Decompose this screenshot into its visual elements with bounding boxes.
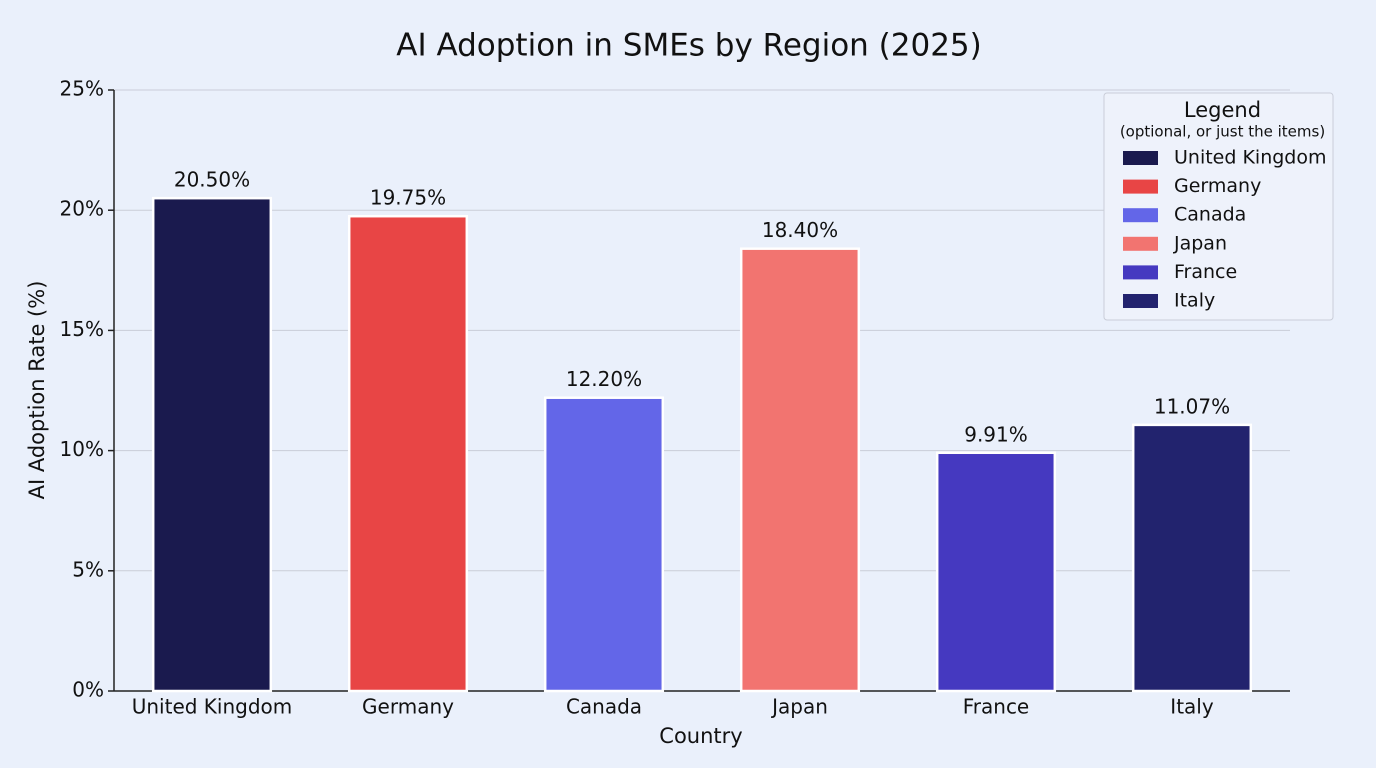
legend-label: Germany — [1174, 175, 1261, 197]
bar — [543, 396, 665, 693]
legend-swatch — [1123, 179, 1158, 194]
legend-swatch — [1123, 236, 1158, 251]
bar — [1131, 423, 1253, 693]
value-label: 20.50% — [174, 168, 250, 192]
legend-swatch — [1123, 208, 1158, 223]
y-axis-label: AI Adoption Rate (%) — [25, 281, 49, 500]
bar — [347, 214, 469, 693]
x-axis-label: Country — [659, 724, 742, 748]
y-tick-label: 0% — [72, 678, 104, 702]
legend-swatch — [1123, 294, 1158, 308]
y-tick-label: 20% — [60, 197, 104, 221]
bar — [151, 196, 273, 693]
x-tick-label: France — [963, 695, 1030, 719]
legend-label: Canada — [1174, 204, 1246, 226]
x-tick-label: Italy — [1170, 695, 1214, 719]
value-label: 12.20% — [566, 367, 642, 391]
y-tick-label: 25% — [60, 77, 104, 101]
legend-title: Legend — [1184, 98, 1261, 122]
x-tick-label: Japan — [770, 695, 828, 719]
legend: Legend(optional, or just the items) Unite… — [1103, 92, 1334, 321]
y-tick-label: 15% — [60, 317, 104, 341]
y-tick-label: 10% — [60, 437, 104, 461]
chart-title: AI Adoption in SMEs by Region (2025) — [396, 28, 982, 64]
x-tick-label: Canada — [566, 695, 642, 719]
value-label: 11.07% — [1154, 394, 1230, 418]
legend-label: United Kingdom — [1174, 147, 1327, 169]
x-tick-label: Germany — [362, 695, 454, 719]
value-label: 19.75% — [370, 186, 446, 210]
bar — [739, 247, 861, 693]
legend-label: Italy — [1174, 290, 1215, 312]
y-tick-label: 5% — [72, 557, 104, 581]
legend-swatch — [1123, 265, 1158, 280]
value-label: 9.91% — [964, 422, 1028, 446]
legend-subtitle: (optional, or just the items) — [1120, 123, 1325, 141]
x-tick-label: United Kingdom — [132, 695, 293, 719]
legend-label: Japan — [1173, 232, 1227, 254]
value-label: 18.40% — [762, 218, 838, 242]
legend-swatch — [1123, 151, 1158, 165]
legend-box — [1103, 92, 1334, 321]
legend-label: France — [1174, 261, 1237, 283]
bar — [935, 451, 1057, 693]
